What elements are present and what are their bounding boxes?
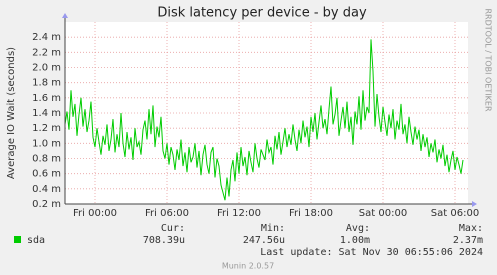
y-axis-label: Average IO Wait (seconds) [6,47,17,179]
x-tick-label: Fri 12:00 [217,208,261,219]
y-tick-label: 2.2 m [32,47,61,58]
x-tick-label: Fri 06:00 [145,208,189,219]
side-label: RRDTOOL / TOBI OETIKER [484,8,493,111]
x-tick-label: Fri 00:00 [73,208,117,219]
stat-value: 2.37m [453,235,483,246]
stat-header: Max: [459,223,483,234]
stat-header: Min: [261,223,285,234]
stat-value: 1.00m [340,235,370,246]
y-tick-label: 0.4 m [32,184,61,195]
y-tick-label: 1.2 m [32,123,61,134]
stat-value: 247.56u [243,235,285,246]
stat-header: Cur: [161,223,185,234]
y-tick-label: 1.0 m [32,138,61,149]
x-axis-arrow [472,201,477,207]
y-tick-label: 1.4 m [32,108,61,119]
legend-label: sda [27,235,45,246]
x-tick-label: Sat 00:00 [359,208,407,219]
stat-header: Avg: [346,223,370,234]
y-tick-label: 2.4 m [32,32,61,43]
footer: Munin 2.0.57 [222,262,274,271]
last-update: Last update: Sat Nov 30 06:55:06 2024 [260,247,483,258]
plot: 0.2 m 0.4 m 0.6 m 0.8 m 1.0 m 1.2 m 1.4 m 1.6 m… [32,22,479,219]
x-tick-label: Fri 18:00 [289,208,333,219]
y-tick-label: 1.8 m [32,78,61,89]
x-tick-label: Sat 06:00 [431,208,479,219]
y-tick-label: 0.6 m [32,169,61,180]
series-line [64,39,464,201]
chart-title: Disk latency per device - by day [157,6,367,21]
y-tick-label: 0.8 m [32,154,61,165]
legend-stats: Cur:708.39u Min:247.56u Avg:1.00m Max:2.37m [143,223,483,246]
legend-swatch [14,236,21,243]
y-axis-arrow [62,13,68,18]
y-tick-label: 0.2 m [32,199,61,210]
y-tick-label: 2.0 m [32,63,61,74]
stat-value: 708.39u [143,235,185,246]
y-tick-label: 1.6 m [32,93,61,104]
